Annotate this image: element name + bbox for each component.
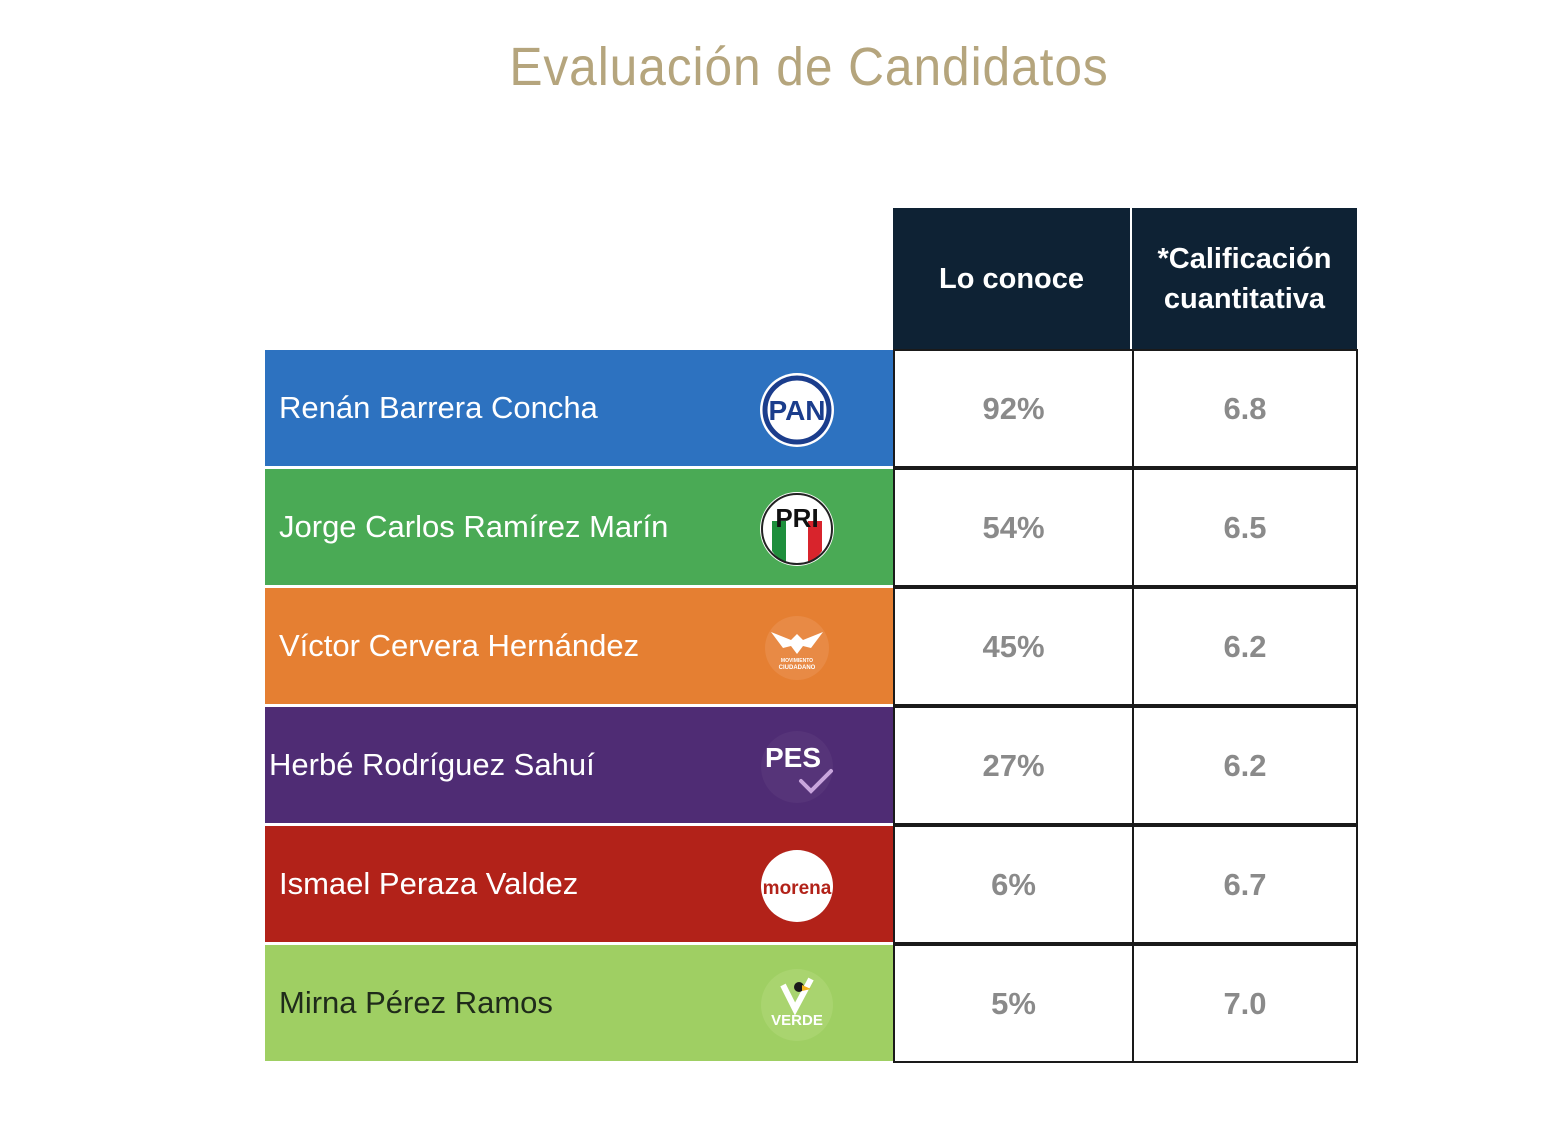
candidate-name-cell: Víctor Cervera Hernández MOVIMIENTO CIUDAD… (265, 588, 893, 704)
svg-text:morena: morena (763, 878, 832, 899)
lo-conoce-value: 27% (893, 706, 1134, 825)
candidate-name-cell: Ismael Peraza Valdez morena (265, 826, 893, 942)
lo-conoce-value: 45% (893, 587, 1134, 706)
header-lo-conoce: Lo conoce (893, 208, 1130, 350)
candidate-name-cell: Renán Barrera Concha PAN (265, 350, 893, 466)
calificacion-value: 7.0 (1132, 944, 1358, 1063)
pri-logo-icon: PRI (760, 492, 834, 566)
header-calificacion-line2: cuantitativa (1163, 283, 1326, 315)
svg-text:CIUDADANO: CIUDADANO (779, 665, 816, 671)
header-lo-conoce-label: Lo conoce (938, 263, 1084, 295)
verde-logo-icon: VERDE (761, 969, 833, 1041)
lo-conoce-value: 6% (893, 825, 1134, 944)
lo-conoce-value: 92% (893, 349, 1134, 468)
candidate-name: Mirna Pérez Ramos (279, 985, 553, 1020)
candidate-name: Herbé Rodríguez Sahuí (269, 747, 595, 782)
svg-text:VERDE: VERDE (771, 1012, 823, 1029)
candidate-name: Ismael Peraza Valdez (279, 866, 579, 901)
page-title: Evaluación de Candidatos (509, 37, 1109, 97)
calificacion-value: 6.2 (1132, 587, 1358, 706)
pes-logo-icon: PES (761, 731, 833, 803)
candidate-name-cell: Mirna Pérez Ramos VERDE (265, 945, 893, 1061)
candidate-name: Víctor Cervera Hernández (279, 628, 640, 663)
candidate-name: Jorge Carlos Ramírez Marín (279, 509, 669, 544)
calificacion-value: 6.8 (1132, 349, 1358, 468)
svg-text:PAN: PAN (768, 395, 825, 426)
calificacion-value: 6.7 (1132, 825, 1358, 944)
candidate-name-cell: Herbé Rodríguez Sahuí PES (265, 707, 893, 823)
lo-conoce-value: 5% (893, 944, 1134, 1063)
lo-conoce-value: 54% (893, 468, 1134, 587)
candidate-name: Renán Barrera Concha (279, 390, 598, 425)
morena-logo-icon: morena (761, 850, 833, 922)
header-calificacion: *Calificación cuantitativa (1132, 208, 1357, 350)
calificacion-value: 6.2 (1132, 706, 1358, 825)
svg-text:MOVIMIENTO: MOVIMIENTO (781, 658, 813, 664)
pan-logo-icon: PAN (760, 373, 834, 447)
svg-text:PRI: PRI (775, 503, 818, 533)
header-calificacion-line1: *Calificación (1157, 243, 1332, 275)
candidate-name-cell: Jorge Carlos Ramírez Marín PRI (265, 469, 893, 585)
calificacion-value: 6.5 (1132, 468, 1358, 587)
svg-text:PES: PES (765, 742, 821, 773)
